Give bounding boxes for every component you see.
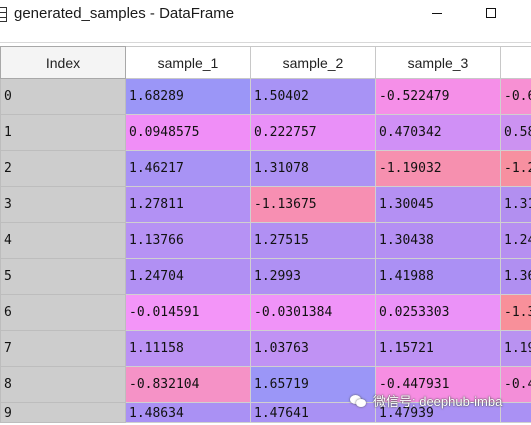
- row-index-cell[interactable]: 6: [0, 294, 126, 331]
- header-row: Index sample_1 sample_2 sample_3: [0, 46, 531, 79]
- data-cell[interactable]: 1.47641: [250, 402, 376, 423]
- data-cell[interactable]: 1.2993: [250, 258, 376, 295]
- data-cell[interactable]: 1.27811: [125, 186, 251, 223]
- data-cell[interactable]: 1.13766: [125, 222, 251, 259]
- data-cell[interactable]: 1.03763: [250, 330, 376, 367]
- row-index-cell[interactable]: 3: [0, 186, 126, 223]
- data-cell[interactable]: -1.3: [500, 294, 531, 331]
- data-cell[interactable]: 1.48634: [125, 402, 251, 423]
- row-index-cell[interactable]: 0: [0, 78, 126, 115]
- data-cell[interactable]: 1.31078: [250, 150, 376, 187]
- data-cell[interactable]: -0.522479: [375, 78, 501, 115]
- data-cell[interactable]: 1.36: [500, 258, 531, 295]
- table-row: 0 1.68289 1.50402 -0.522479 -0.6: [0, 78, 531, 115]
- data-cell[interactable]: 0.222757: [250, 114, 376, 151]
- table-row: 8 -0.832104 1.65719 -0.447931 -0.4: [0, 366, 531, 403]
- maximize-button[interactable]: [468, 0, 514, 30]
- minimize-icon: [432, 13, 442, 14]
- data-cell[interactable]: 1.31: [500, 186, 531, 223]
- row-index-cell[interactable]: 2: [0, 150, 126, 187]
- app-icon: [0, 7, 7, 22]
- data-cell[interactable]: -1.19032: [375, 150, 501, 187]
- table-row: 3 1.27811 -1.13675 1.30045 1.31: [0, 186, 531, 223]
- table-row: 4 1.13766 1.27515 1.30438 1.24: [0, 222, 531, 259]
- row-index-cell[interactable]: 4: [0, 222, 126, 259]
- data-cell[interactable]: 1.46217: [125, 150, 251, 187]
- table-row: 1 0.0948575 0.222757 0.470342 0.58: [0, 114, 531, 151]
- dataframe-table: Index sample_1 sample_2 sample_3 0 1.682…: [0, 46, 531, 423]
- data-cell[interactable]: 1.15721: [375, 330, 501, 367]
- data-cell[interactable]: -0.832104: [125, 366, 251, 403]
- wechat-icon: [350, 395, 367, 408]
- column-header-index[interactable]: Index: [0, 46, 126, 79]
- data-cell[interactable]: 1.24704: [125, 258, 251, 295]
- data-cell[interactable]: 1.41988: [375, 258, 501, 295]
- column-header-sample-2[interactable]: sample_2: [250, 46, 376, 79]
- data-cell[interactable]: 1.30045: [375, 186, 501, 223]
- data-cell[interactable]: -0.0301384: [250, 294, 376, 331]
- data-cell[interactable]: 1.68289: [125, 78, 251, 115]
- row-index-cell[interactable]: 9: [0, 402, 126, 423]
- title-bar: generated_samples - DataFrame: [0, 0, 531, 30]
- dataframe-grid[interactable]: Index sample_1 sample_2 sample_3 0 1.682…: [0, 46, 531, 425]
- data-cell[interactable]: -0.014591: [125, 294, 251, 331]
- table-row: 5 1.24704 1.2993 1.41988 1.36: [0, 258, 531, 295]
- data-cell[interactable]: 1.11158: [125, 330, 251, 367]
- data-cell[interactable]: [500, 402, 531, 423]
- table-row: 6 -0.014591 -0.0301384 0.0253303 -1.3: [0, 294, 531, 331]
- data-cell[interactable]: -0.447931: [375, 366, 501, 403]
- row-index-cell[interactable]: 8: [0, 366, 126, 403]
- column-header-sample-3[interactable]: sample_3: [375, 46, 501, 79]
- table-row: 9 1.48634 1.47641 1.47939: [0, 402, 531, 423]
- data-cell[interactable]: 1.50402: [250, 78, 376, 115]
- data-cell[interactable]: 1.19: [500, 330, 531, 367]
- table-row: 7 1.11158 1.03763 1.15721 1.19: [0, 330, 531, 367]
- data-cell[interactable]: 1.47939: [375, 402, 501, 423]
- data-cell[interactable]: 1.27515: [250, 222, 376, 259]
- maximize-icon: [486, 8, 496, 18]
- data-cell[interactable]: 0.58: [500, 114, 531, 151]
- data-cell[interactable]: 0.470342: [375, 114, 501, 151]
- row-index-cell[interactable]: 7: [0, 330, 126, 367]
- watermark-text: 微信号: deephub-imba: [373, 394, 503, 409]
- table-row: 2 1.46217 1.31078 -1.19032 -1.2: [0, 150, 531, 187]
- data-cell[interactable]: 1.30438: [375, 222, 501, 259]
- minimize-button[interactable]: [414, 0, 460, 30]
- title-separator: [0, 42, 531, 43]
- row-index-cell[interactable]: 1: [0, 114, 126, 151]
- data-cell[interactable]: -1.2: [500, 150, 531, 187]
- data-cell[interactable]: 1.65719: [250, 366, 376, 403]
- column-header-sample-1[interactable]: sample_1: [125, 46, 251, 79]
- data-cell[interactable]: 1.24: [500, 222, 531, 259]
- data-cell[interactable]: -0.6: [500, 78, 531, 115]
- data-cell[interactable]: 0.0948575: [125, 114, 251, 151]
- row-index-cell[interactable]: 5: [0, 258, 126, 295]
- watermark: 微信号: deephub-imba: [350, 391, 502, 411]
- data-cell[interactable]: 0.0253303: [375, 294, 501, 331]
- window-title: generated_samples - DataFrame: [14, 5, 235, 22]
- data-cell[interactable]: -1.13675: [250, 186, 376, 223]
- column-header-sample-4[interactable]: [500, 46, 531, 79]
- data-cell[interactable]: -0.4: [500, 366, 531, 403]
